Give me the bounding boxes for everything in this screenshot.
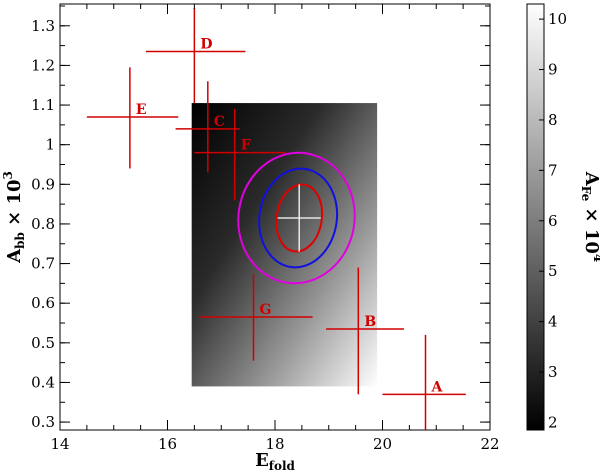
point-label: A bbox=[431, 379, 444, 395]
data-point-G: G bbox=[199, 273, 313, 361]
confidence-contours bbox=[237, 151, 356, 285]
y-tick-label: 0.7 bbox=[31, 255, 55, 273]
colorbar-tick-label: 5 bbox=[548, 262, 558, 280]
contour-1sigma bbox=[275, 183, 324, 253]
x-tick-label: 14 bbox=[50, 435, 69, 453]
point-label: E bbox=[136, 102, 147, 118]
y-tick-label: 1.3 bbox=[31, 17, 55, 35]
colorbar-tick-label: 7 bbox=[548, 161, 558, 179]
point-label: C bbox=[214, 114, 225, 130]
data-point-C: C bbox=[175, 81, 241, 173]
best-fit-cross bbox=[277, 184, 321, 252]
y-tick-label: 1.1 bbox=[31, 96, 55, 114]
y-axis-label-suffix: × 10 bbox=[4, 179, 25, 232]
y-tick-label: 0.4 bbox=[31, 373, 55, 391]
data-points: A B C D E F G bbox=[86, 7, 466, 430]
y-tick-label: 0.8 bbox=[31, 215, 55, 233]
point-label: D bbox=[200, 37, 212, 53]
colorbar-tick-label: 3 bbox=[548, 363, 558, 381]
y-axis-label-sub: bb bbox=[13, 232, 27, 249]
point-label: B bbox=[364, 314, 376, 330]
y-tick-label: 0.5 bbox=[31, 334, 55, 352]
plot-area: A B C D E F G bbox=[59, 3, 491, 431]
data-point-A: A bbox=[382, 334, 466, 430]
contour-3sigma bbox=[237, 151, 356, 285]
point-label: F bbox=[241, 138, 251, 154]
data-point-B: B bbox=[326, 267, 404, 395]
x-tick-label: 20 bbox=[373, 435, 392, 453]
x-tick-label: 16 bbox=[158, 435, 177, 453]
x-axis: 14 16 18 20 22 bbox=[50, 4, 500, 453]
colorbar-gradient bbox=[526, 3, 545, 431]
y-tick-label: 0.9 bbox=[31, 175, 55, 193]
colorbar-tick-label: 2 bbox=[548, 413, 558, 431]
data-point-D: D bbox=[146, 7, 246, 104]
colorbar-label-suffix: × 10 bbox=[581, 201, 600, 254]
y-axis-label-main: A bbox=[4, 248, 25, 264]
colorbar-label-sub: Fe bbox=[579, 186, 593, 202]
y-axis-label-sup: 3 bbox=[1, 171, 15, 179]
y-axis: 0.3 0.4 0.5 0.6 0.7 0.8 0.9 1 1.1 1.2 1.3 bbox=[31, 5, 490, 431]
y-tick-label: 1.2 bbox=[31, 56, 55, 74]
y-tick-label: 1 bbox=[45, 136, 55, 154]
colorbar-tick-label: 4 bbox=[548, 313, 558, 331]
point-label: G bbox=[260, 302, 272, 318]
data-point-F: F bbox=[194, 109, 286, 201]
colorbar-ticks: 2 3 4 5 6 7 8 9 10 bbox=[539, 10, 567, 431]
x-axis-label-main: E bbox=[255, 450, 269, 471]
y-tick-label: 0.6 bbox=[31, 294, 55, 312]
x-tick-label: 22 bbox=[480, 435, 499, 453]
colorbar-tick-label: 9 bbox=[548, 61, 558, 79]
colorbar-tick-label: 10 bbox=[548, 10, 567, 28]
x-axis-label: Efold bbox=[255, 450, 295, 473]
contour-2sigma bbox=[258, 167, 339, 269]
x-tick-label: 18 bbox=[265, 435, 284, 453]
colorbar-label: AFe × 104 bbox=[579, 171, 600, 263]
colorbar-label-sup: 4 bbox=[591, 254, 600, 262]
data-point-E: E bbox=[86, 67, 179, 169]
colorbar-tick-label: 8 bbox=[548, 111, 558, 129]
y-axis-label: Abb × 103 bbox=[1, 171, 27, 264]
colorbar-tick-label: 6 bbox=[548, 212, 558, 230]
colorbar: 2 3 4 5 6 7 8 9 10 bbox=[526, 3, 567, 431]
x-axis-label-sub: fold bbox=[269, 459, 296, 473]
y-tick-label: 0.3 bbox=[31, 413, 55, 431]
colorbar-label-main: A bbox=[581, 171, 600, 187]
